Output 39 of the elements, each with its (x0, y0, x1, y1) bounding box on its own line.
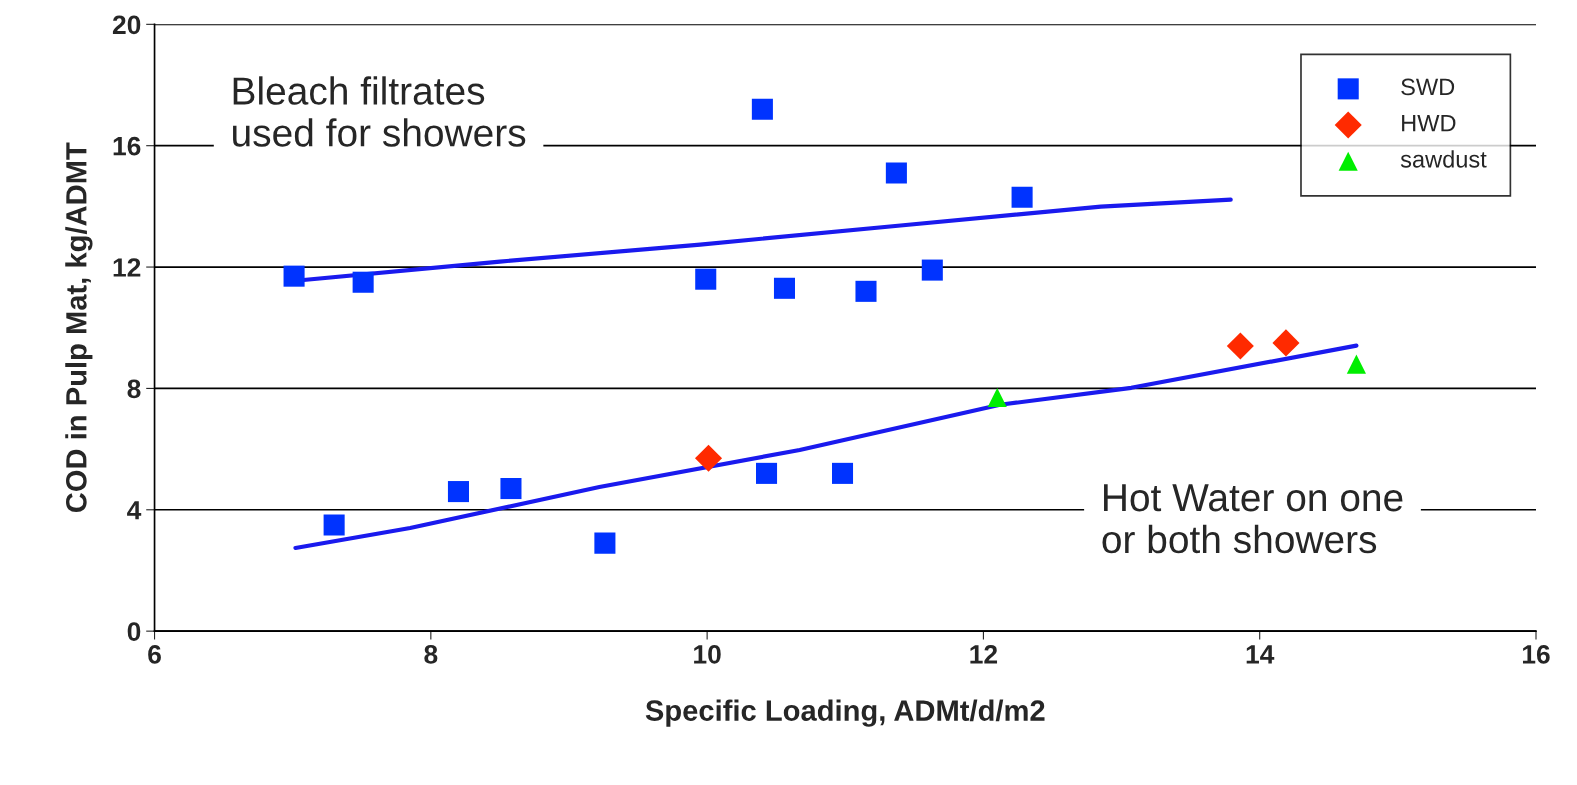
x-axis-title: Specific Loading, ADMt/d/m2 (645, 699, 1045, 727)
point (447, 481, 469, 503)
x-tick-label: 8 (424, 645, 438, 664)
point (594, 532, 616, 554)
point (921, 259, 943, 281)
point (1226, 332, 1254, 360)
x-tick-label: 10 (694, 645, 721, 664)
point (885, 162, 907, 184)
y-tick-label: 4 (127, 501, 142, 520)
point (694, 444, 723, 472)
point (1272, 329, 1300, 357)
point (756, 462, 778, 484)
x-tick-label: 14 (1246, 645, 1275, 664)
point (352, 271, 374, 293)
x-tick-label: 16 (1522, 645, 1550, 664)
annotation: Hot Water on one or both showers (1102, 484, 1403, 554)
point (773, 277, 796, 299)
legend-label: sawdust (1400, 150, 1487, 168)
y-tick-label: 8 (127, 379, 141, 399)
y-tick-label: 0 (127, 622, 141, 641)
point (695, 268, 717, 290)
y-tick-label: 20 (112, 15, 141, 35)
point (855, 280, 877, 302)
point (323, 514, 345, 536)
point (987, 387, 1007, 408)
legend-label: HWD (1402, 115, 1456, 132)
y-tick-label: 12 (113, 258, 141, 277)
y-tick-label: 16 (113, 136, 141, 156)
y-axis-title: COD in Pulp Mat, kg/ADMT (65, 142, 93, 513)
x-tick-label: 12 (970, 645, 998, 664)
point (1011, 186, 1033, 208)
point (500, 478, 522, 500)
point (831, 462, 854, 484)
point (751, 98, 773, 120)
legend-label: SWD (1401, 78, 1455, 96)
point (1346, 354, 1366, 374)
point (283, 265, 305, 287)
x-tick-label: 6 (148, 645, 161, 664)
annotation: Bleach filtrates used for showers (233, 76, 526, 147)
